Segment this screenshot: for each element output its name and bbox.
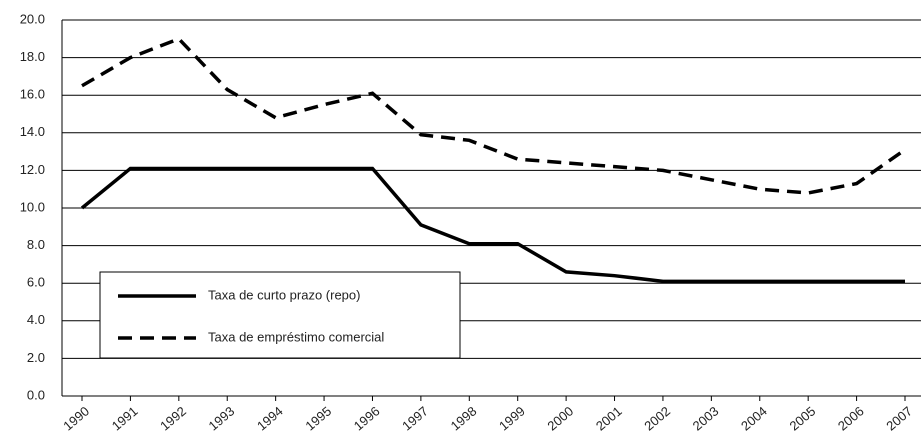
y-tick-label: 20.0 xyxy=(20,11,45,26)
x-tick-label: 1991 xyxy=(109,403,141,433)
x-tick-label: 1990 xyxy=(60,403,92,433)
x-tick-label: 1992 xyxy=(157,403,189,433)
x-tick-label: 1997 xyxy=(399,403,431,433)
x-tick-label: 2001 xyxy=(593,403,625,433)
legend-label: Taxa de curto prazo (repo) xyxy=(208,287,360,302)
x-tick-label: 2006 xyxy=(835,403,867,433)
x-tick-label: 2000 xyxy=(544,403,576,433)
y-tick-label: 10.0 xyxy=(20,199,45,214)
x-tick-label: 1999 xyxy=(496,403,528,433)
y-tick-label: 18.0 xyxy=(20,49,45,64)
series-line xyxy=(81,36,907,195)
x-tick-label: 2002 xyxy=(641,403,673,433)
x-tick-label: 1996 xyxy=(351,403,383,433)
legend-box xyxy=(99,271,461,359)
y-tick-label: 16.0 xyxy=(20,87,45,102)
y-tick-label: 2.0 xyxy=(27,350,45,365)
y-tick-label: 6.0 xyxy=(27,275,45,290)
x-tick-label: 2005 xyxy=(787,403,819,433)
x-tick-label: 1993 xyxy=(206,403,238,433)
x-tick-label: 2007 xyxy=(883,403,915,433)
y-tick-label: 0.0 xyxy=(27,387,45,402)
series-line xyxy=(80,166,905,284)
x-tick-label: 2004 xyxy=(738,403,770,433)
legend-label: Taxa de empréstimo comercial xyxy=(208,329,384,344)
x-tick-label: 2003 xyxy=(690,403,722,433)
x-tick-label: 1995 xyxy=(302,403,334,433)
y-tick-label: 12.0 xyxy=(20,162,45,177)
y-tick-label: 14.0 xyxy=(20,124,45,139)
y-tick-label: 8.0 xyxy=(27,237,45,252)
y-tick-label: 4.0 xyxy=(27,312,45,327)
x-tick-label: 1994 xyxy=(254,403,286,433)
x-tick-label: 1998 xyxy=(448,403,480,433)
